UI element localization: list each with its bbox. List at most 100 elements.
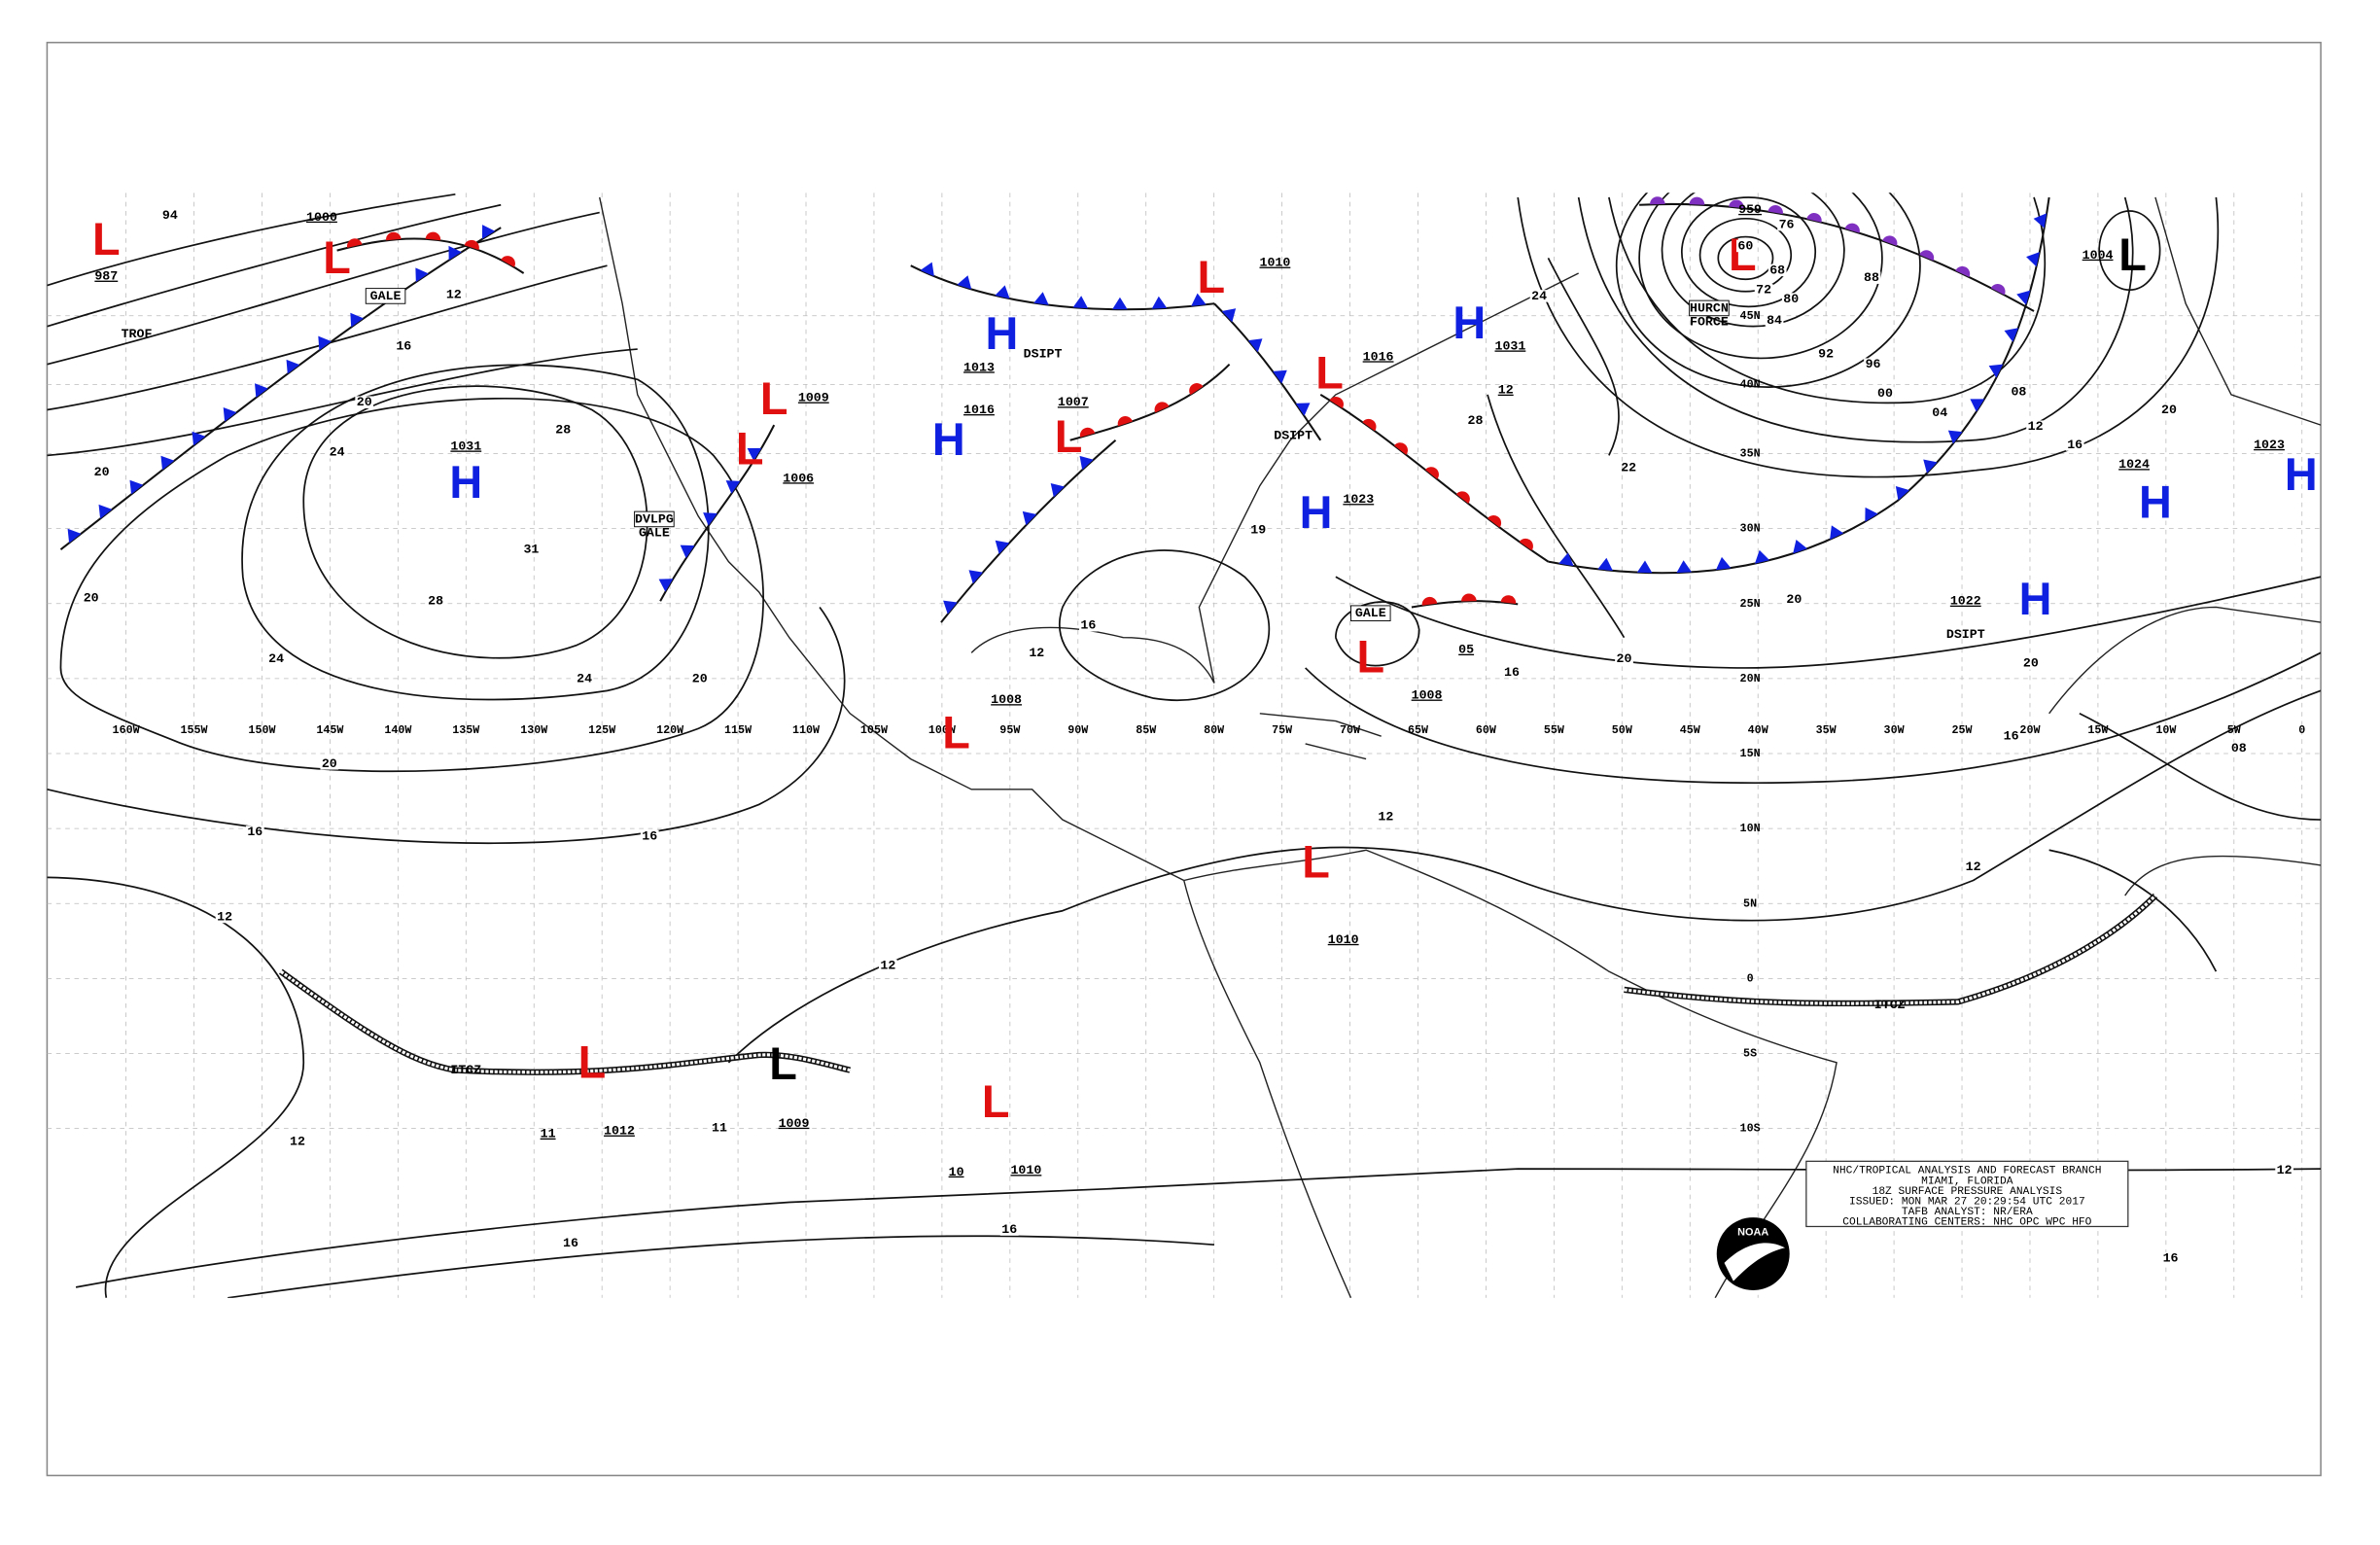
cold-front-triangle	[1923, 459, 1938, 474]
cold-front-triangle	[1988, 364, 2004, 378]
isobar-label: 00	[1877, 386, 1893, 401]
annotation: 10	[949, 1165, 964, 1179]
front-symbol	[1715, 556, 1732, 571]
cold-front-triangle	[1636, 560, 1653, 574]
isobar	[1058, 549, 1271, 701]
cold-front-triangle	[1558, 552, 1574, 567]
front-symbol	[1844, 223, 1860, 233]
front-symbol	[192, 431, 206, 446]
isobar	[241, 364, 710, 701]
isobar-label: 08	[2231, 741, 2247, 755]
front-symbol	[1362, 418, 1377, 432]
center-pressure: 1013	[963, 360, 995, 374]
longitude-label: 110W	[792, 723, 821, 737]
front-symbol	[1079, 427, 1096, 438]
longitude-label: 20W	[2019, 723, 2041, 737]
isobar	[1577, 196, 2134, 443]
low-center: L	[942, 708, 970, 758]
title-line: TAFB ANALYST: NR/ERA	[1902, 1207, 2033, 1218]
isobar-label: 96	[1866, 357, 1881, 371]
label-knockout	[2026, 420, 2045, 433]
warm-front-semicircle	[464, 239, 479, 251]
annotation: 19	[1250, 522, 1266, 537]
isobars	[47, 193, 2322, 1298]
label-knockout	[1079, 618, 1098, 632]
low-center: L	[578, 1036, 607, 1087]
cold-front-triangle	[98, 504, 113, 519]
cold-front-triangle	[920, 262, 934, 277]
latitude-label: 10N	[1740, 822, 1761, 835]
isobar-label: 16	[642, 829, 657, 844]
label-knockout	[640, 829, 659, 843]
front-symbol	[1636, 560, 1653, 574]
occl-front-semicircle	[1919, 250, 1935, 262]
front-symbol	[318, 335, 332, 351]
coastline	[1259, 713, 1382, 760]
front-symbol	[1488, 515, 1502, 528]
longitude-label: 120W	[656, 723, 684, 737]
cold-front-triangle	[725, 480, 741, 494]
annotation: DSIPT	[1024, 346, 1063, 361]
itcz-band	[279, 968, 852, 1075]
front-symbol	[1425, 467, 1439, 479]
cold-front-triangle	[255, 383, 268, 398]
front-symbol	[2033, 213, 2048, 228]
longitude-label: 140W	[384, 723, 412, 737]
front-symbol	[995, 540, 1010, 554]
isobar-label: 92	[1818, 346, 1834, 361]
isobar-label: 16	[2163, 1251, 2179, 1266]
annotation: 20	[94, 465, 110, 479]
label-knockout	[2021, 657, 2041, 670]
isobar	[59, 397, 764, 773]
warm-front-semicircle	[1154, 402, 1170, 413]
front-symbol	[968, 570, 984, 584]
isobar-label: 04	[1932, 405, 1947, 420]
low-center: L	[1729, 229, 1757, 280]
front-symbol	[1050, 482, 1066, 498]
high-center: H	[2019, 574, 2052, 624]
cold-front-triangle	[1112, 297, 1128, 310]
front-symbol	[481, 225, 496, 239]
warm-front-semicircle	[1079, 427, 1096, 438]
label-knockout	[328, 445, 346, 459]
front-symbol	[501, 256, 515, 267]
labels: 160W 155W 150W 145W 140W 135W 130W 125W 120W 115W…	[82, 202, 2318, 1266]
front-symbol	[920, 262, 934, 277]
label-knockout	[561, 1237, 580, 1249]
front-symbol	[223, 406, 237, 422]
longitude-label: 60W	[1476, 723, 1497, 737]
title-line: ISSUED: MON MAR 27 20:29:54 UTC 2017	[1849, 1197, 2085, 1209]
front-symbol	[1079, 455, 1094, 471]
front-symbol	[386, 231, 402, 241]
front-symbol	[1461, 593, 1477, 602]
cold-front-triangle	[415, 267, 429, 283]
isobar-label: 84	[1767, 313, 1782, 328]
label-knockout	[2275, 1164, 2293, 1176]
latitude-label: 5S	[1743, 1047, 1757, 1061]
isobar-label: 16	[247, 825, 262, 839]
center-pressure: 1031	[1494, 338, 1525, 353]
label-knockout	[2159, 404, 2179, 416]
center-pressure: 1006	[783, 471, 814, 485]
longitude-label: 30W	[1884, 723, 1906, 737]
label-knockout	[245, 825, 264, 838]
isobar-label: 12	[217, 909, 232, 924]
front-symbol	[1729, 199, 1744, 209]
coastlines	[599, 196, 2322, 1298]
front-symbol	[1793, 539, 1807, 554]
label-knockout	[1529, 290, 1549, 302]
annotation: 31	[523, 543, 539, 557]
center-pressure: 1016	[963, 403, 995, 417]
annotation: TROF	[122, 327, 153, 341]
center-pressure: 1022	[1950, 594, 1981, 609]
isobar-label: 12	[1966, 860, 1981, 874]
front-symbol	[1830, 525, 1844, 540]
front-symbol	[1689, 196, 1705, 205]
isobar-label: 20	[1617, 651, 1632, 666]
cold-front-triangle	[1022, 510, 1037, 526]
label-knockout	[1615, 652, 1633, 665]
high-center: H	[449, 457, 482, 508]
isobar-label: 28	[428, 594, 443, 609]
annotation: 28	[1468, 413, 1484, 428]
itcz-band-inner	[1624, 895, 2157, 1005]
